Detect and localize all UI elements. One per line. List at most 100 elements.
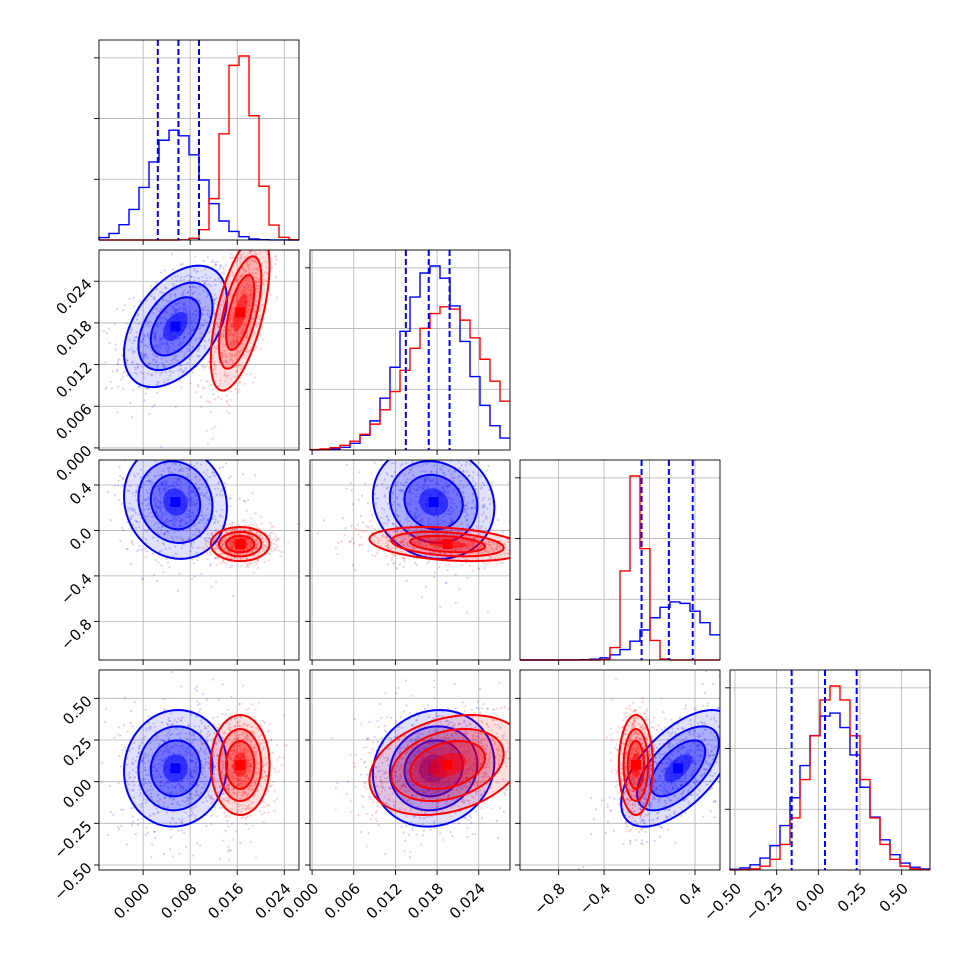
sample-point <box>235 279 238 282</box>
sample-point <box>191 511 195 514</box>
sample-point <box>153 523 156 526</box>
sample-point <box>204 273 207 276</box>
sample-point <box>148 412 151 416</box>
sample-point <box>510 503 512 505</box>
sample-point <box>219 379 222 382</box>
sample-point <box>145 489 148 492</box>
sample-point <box>213 487 217 490</box>
sample-point <box>200 514 203 517</box>
sample-point <box>170 341 173 345</box>
sample-point <box>471 569 474 572</box>
sample-point <box>204 339 207 343</box>
sample-point <box>215 322 218 326</box>
sample-point <box>425 444 427 446</box>
sample-point <box>202 494 205 497</box>
sample-point <box>249 250 252 253</box>
sample-point <box>189 550 192 553</box>
sample-point <box>209 551 212 554</box>
sample-point <box>152 492 155 495</box>
sample-point <box>532 550 534 552</box>
sample-point <box>188 286 191 289</box>
sample-point <box>420 517 423 520</box>
sample-point <box>235 357 238 360</box>
sample-point <box>214 542 217 545</box>
sample-point <box>206 519 209 522</box>
sample-point <box>192 500 195 503</box>
sample-point <box>257 287 260 290</box>
sample-point <box>258 285 261 288</box>
sample-point <box>230 390 233 393</box>
sample-point <box>166 561 170 564</box>
sample-point <box>179 367 182 371</box>
sample-point <box>345 463 348 467</box>
sample-point <box>426 561 429 565</box>
sample-point <box>255 524 258 527</box>
sample-point <box>262 208 264 210</box>
sample-point <box>130 824 134 827</box>
sample-point <box>252 333 255 337</box>
sample-point <box>428 560 431 563</box>
sample-point <box>230 344 234 347</box>
sample-point <box>243 224 245 226</box>
sample-point <box>149 480 152 483</box>
sample-point <box>185 347 189 351</box>
sample-point <box>177 337 180 340</box>
sample-point <box>122 387 125 390</box>
sample-point <box>135 372 138 376</box>
sample-point <box>231 270 234 274</box>
sample-point <box>345 487 348 490</box>
sample-point <box>246 254 249 258</box>
sample-point <box>228 497 231 500</box>
sample-point <box>118 499 121 502</box>
sample-point <box>154 451 156 453</box>
sample-point <box>248 562 251 566</box>
sample-point <box>159 338 162 342</box>
sample-point <box>466 611 469 614</box>
sample-point <box>254 253 258 256</box>
sample-point <box>239 841 242 845</box>
sample-point <box>168 467 171 470</box>
sample-point <box>218 858 221 861</box>
sample-point <box>184 522 187 525</box>
sample-point <box>532 554 534 556</box>
sample-point <box>190 496 193 499</box>
sample-point <box>162 542 165 545</box>
sample-point <box>231 323 234 326</box>
sample-point <box>244 350 247 353</box>
sample-point <box>140 502 143 505</box>
sample-point <box>192 371 195 374</box>
sample-point <box>217 481 220 484</box>
sample-point <box>209 562 213 566</box>
sample-point <box>156 499 159 502</box>
sample-point <box>247 303 250 306</box>
sample-point <box>257 269 260 272</box>
sample-point <box>177 413 179 415</box>
sample-point <box>185 539 188 542</box>
sample-point <box>469 445 471 447</box>
sample-point <box>254 303 257 307</box>
sample-point <box>403 558 406 561</box>
sample-point <box>200 463 203 466</box>
sample-point <box>142 356 145 360</box>
sample-point <box>163 490 166 493</box>
sample-point <box>177 369 180 372</box>
sample-point <box>212 368 215 371</box>
sample-point <box>188 494 191 497</box>
sample-point <box>105 332 109 335</box>
sample-point <box>213 367 216 370</box>
sample-point <box>182 469 185 473</box>
sample-point <box>262 547 265 550</box>
sample-point <box>247 278 250 281</box>
sample-point <box>260 522 263 525</box>
sample-point <box>243 519 246 522</box>
sample-point <box>173 485 176 488</box>
sample-point <box>213 360 216 363</box>
sample-point <box>165 557 168 560</box>
sample-point <box>191 285 194 288</box>
sample-point <box>214 518 217 521</box>
sample-point <box>157 349 161 353</box>
sample-point <box>257 285 260 288</box>
sample-point <box>439 518 443 522</box>
sample-point <box>137 386 140 389</box>
